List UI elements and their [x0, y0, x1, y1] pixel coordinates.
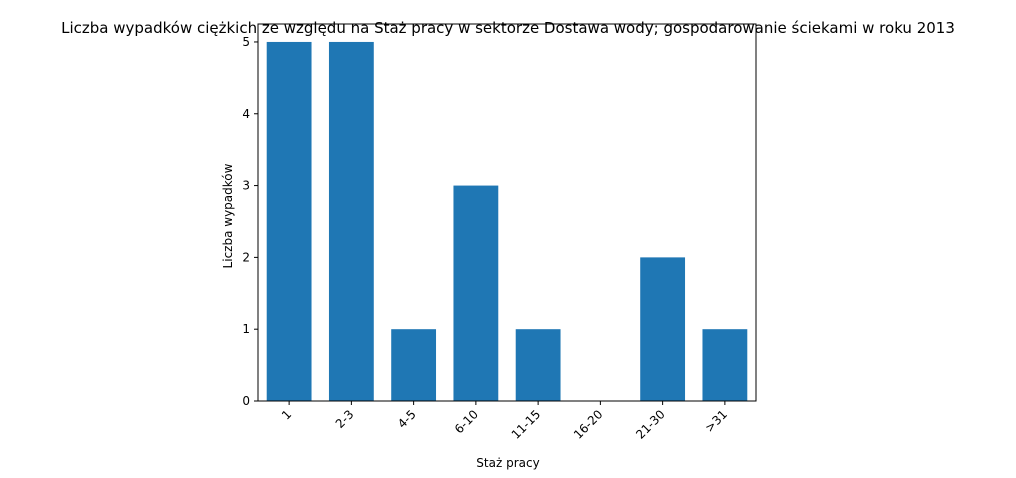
y-tick-label-4: 4 — [242, 107, 250, 121]
y-axis-label: Liczba wypadków — [221, 163, 235, 268]
x-tick-label-7: >31 — [702, 407, 730, 435]
y-tick-label-0: 0 — [242, 394, 250, 408]
x-tick-label-4: 11-15 — [509, 407, 544, 442]
y-tick-label-1: 1 — [242, 322, 250, 336]
y-tick-label-5: 5 — [242, 35, 250, 49]
x-tick-label-0: 1 — [279, 407, 294, 422]
bar-0 — [266, 41, 312, 401]
bar-2 — [391, 329, 437, 401]
y-tick-label-2: 2 — [242, 250, 250, 264]
bar-6 — [640, 257, 686, 401]
chart-title: Liczba wypadków ciężkich ze względu na S… — [61, 19, 955, 37]
x-tick-label-3: 6-10 — [452, 407, 481, 436]
x-tick-label-5: 16-20 — [571, 407, 606, 442]
y-tick-label-3: 3 — [242, 179, 250, 193]
plot-frame — [257, 23, 757, 402]
bar-4 — [515, 329, 561, 401]
x-tick-label-1: 2-3 — [333, 407, 357, 431]
plot-area: 0 1 2 3 4 5 1 2-3 4-5 6-10 11-15 16-20 21-30 >31 — [242, 23, 757, 442]
bar-7 — [702, 329, 748, 401]
bar-3 — [453, 185, 499, 401]
x-tick-label-2: 4-5 — [395, 407, 419, 431]
bar-1 — [328, 41, 374, 401]
x-axis-label: Staż pracy — [476, 456, 539, 470]
x-tick-label-6: 21-30 — [633, 407, 668, 442]
